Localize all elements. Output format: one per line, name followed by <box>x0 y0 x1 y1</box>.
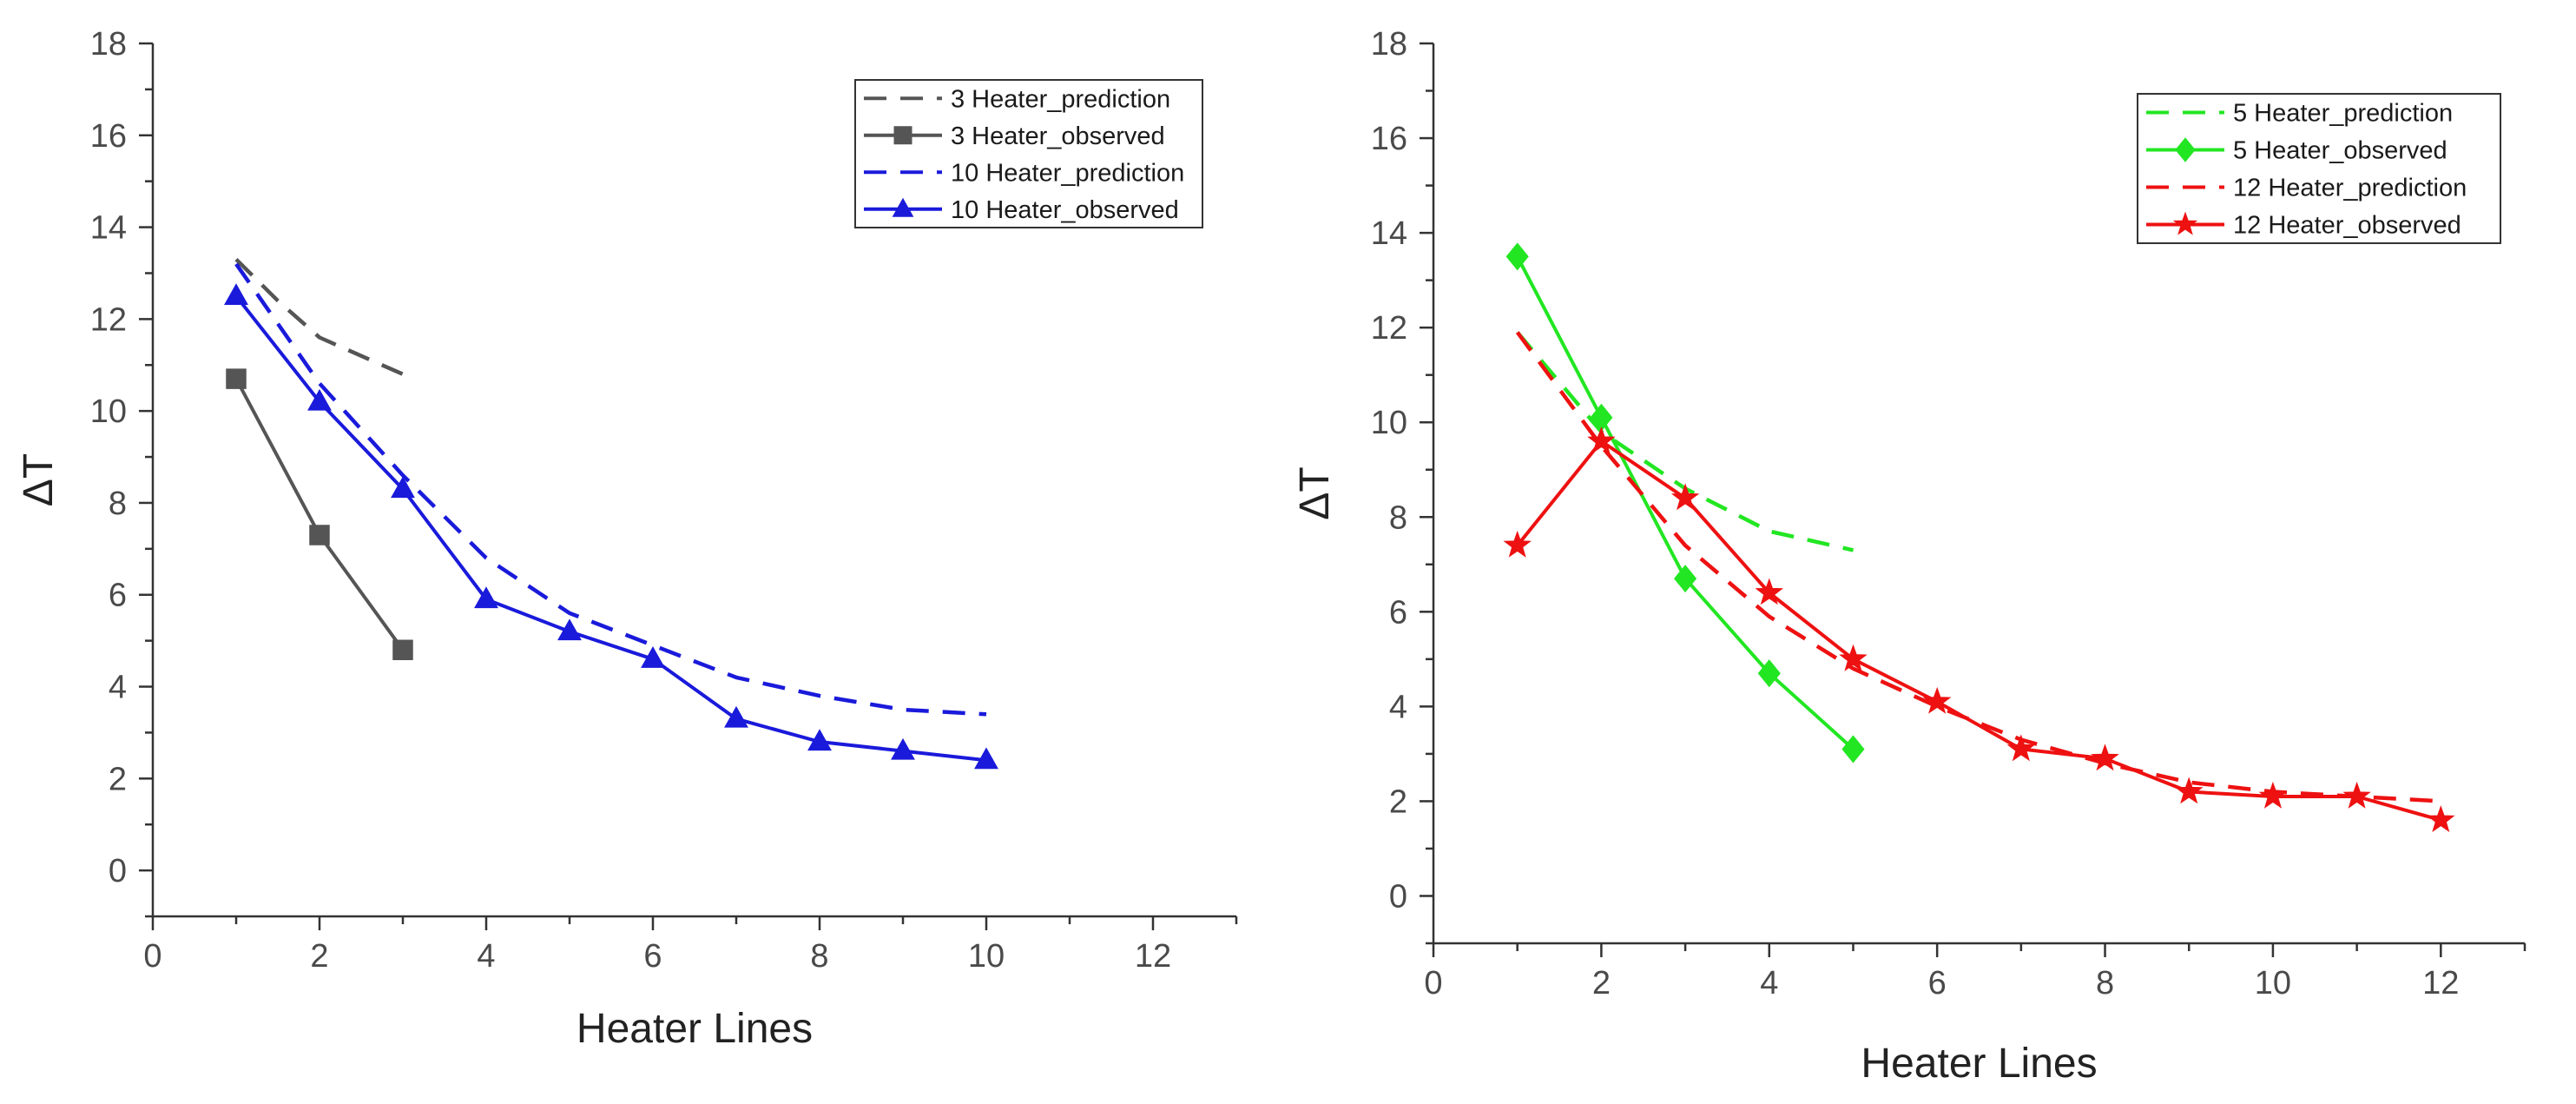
y-tick-label: 12 <box>1371 310 1407 347</box>
y-tick-label: 2 <box>1389 783 1407 820</box>
x-tick-label: 4 <box>477 938 495 975</box>
legend-label-10-heater-observed: 10 Heater_observed <box>951 196 1179 224</box>
y-tick-label: 2 <box>109 761 127 797</box>
y-tick-label: 18 <box>1371 26 1407 63</box>
x-tick-label: 4 <box>1760 965 1778 1002</box>
legend-box <box>854 79 1203 228</box>
right-chart-panel: 0 2 4 6 8 10 12 0 2 4 6 8 10 12 14 16 18 Heater Lines ΔT 5 … <box>1292 26 2527 1087</box>
data-point-3-heater-observed <box>309 525 330 545</box>
y-tick-label: 18 <box>90 26 127 63</box>
legend-label-5-heater-prediction: 5 Heater_prediction <box>2233 100 2453 128</box>
data-point-12-heater-observed <box>2091 744 2119 771</box>
data-point-10-heater-observed <box>307 388 332 411</box>
y-tick-label: 4 <box>1389 689 1407 725</box>
series-10-heater-prediction <box>234 262 987 717</box>
data-point-12-heater-observed <box>1670 483 1700 511</box>
x-tick-label: 12 <box>1135 938 1171 975</box>
series-3-heater-observed <box>226 368 413 660</box>
data-point-12-heater-observed <box>1587 426 1616 453</box>
series-10-heater-observed <box>224 283 998 770</box>
y-tick-label: 14 <box>90 210 127 247</box>
x-tick-label: 6 <box>643 938 662 975</box>
legend-marker-10-heater-observed <box>892 197 914 217</box>
series-5-heater-observed <box>1505 242 1865 764</box>
x-tick-label: 8 <box>810 938 828 975</box>
data-point-10-heater-observed <box>724 705 748 728</box>
data-point-10-heater-observed <box>891 737 915 760</box>
y-tick-label: 8 <box>109 486 127 522</box>
legend-label-3-heater-prediction: 3 Heater_prediction <box>951 85 1170 113</box>
series-12-heater-observed <box>1503 426 2455 832</box>
x-tick-label: 10 <box>2255 965 2291 1002</box>
data-point-5-heater-observed <box>1841 735 1865 764</box>
data-point-10-heater-observed <box>557 618 582 641</box>
y-tick-label: 10 <box>1371 405 1407 441</box>
y-tick-label: 12 <box>90 301 127 338</box>
y-axis-title: ΔT <box>16 453 62 506</box>
x-tick-label: 0 <box>1424 965 1442 1002</box>
data-point-12-heater-observed <box>2427 805 2455 832</box>
data-point-12-heater-observed <box>1755 578 1784 605</box>
x-tick-label: 2 <box>310 938 328 975</box>
y-tick-label: 10 <box>90 393 127 430</box>
series-line-3-heater-prediction <box>234 258 404 376</box>
data-point-10-heater-observed <box>474 586 498 609</box>
data-point-12-heater-observed <box>1922 686 1952 714</box>
data-point-12-heater-observed <box>2342 781 2371 809</box>
y-tick-label: 0 <box>109 853 127 889</box>
legend-marker-3-heater-observed <box>893 126 912 145</box>
y-axis-title: ΔT <box>1292 466 1338 519</box>
x-tick-label: 8 <box>2096 965 2114 1002</box>
data-point-3-heater-observed <box>226 368 247 389</box>
y-tick-label: 4 <box>109 670 127 706</box>
series-line-10-heater-observed <box>234 294 987 763</box>
data-point-5-heater-observed <box>1674 565 1697 593</box>
legend-marker-12-heater-observed <box>2172 211 2198 235</box>
legend-label-12-heater-observed: 12 Heater_observed <box>2233 212 2461 240</box>
series-line-10-heater-prediction <box>234 262 987 717</box>
legend-marker-5-heater-observed <box>2175 137 2196 162</box>
data-point-12-heater-observed <box>2258 781 2288 809</box>
data-point-10-heater-observed <box>807 729 832 751</box>
data-point-12-heater-observed <box>2006 734 2036 762</box>
y-tick-label: 14 <box>1371 215 1407 252</box>
legend: 5 Heater_prediction 5 Heater_observed 12 H… <box>2137 93 2501 244</box>
legend: 3 Heater_prediction 3 Heater_observed 10 H… <box>854 79 1203 228</box>
legend-box <box>2137 93 2501 244</box>
data-point-3-heater-observed <box>392 639 413 660</box>
data-point-10-heater-observed <box>641 646 665 668</box>
left-chart-panel: 0 2 4 6 8 10 12 0 2 4 6 8 10 12 14 16 18 Heater Lines ΔT 3 … <box>16 26 1238 1052</box>
data-point-10-heater-observed <box>974 747 998 770</box>
legend-label-12-heater-prediction: 12 Heater_prediction <box>2233 175 2467 202</box>
legend-label-3-heater-observed: 3 Heater_observed <box>951 122 1165 150</box>
data-point-10-heater-observed <box>224 283 248 306</box>
data-point-10-heater-observed <box>391 476 415 499</box>
x-tick-label: 6 <box>1928 965 1947 1002</box>
series-3-heater-prediction <box>234 258 404 376</box>
x-axis-title: Heater Lines <box>1861 1041 2097 1087</box>
legend-label-10-heater-prediction: 10 Heater_prediction <box>951 159 1184 187</box>
y-tick-label: 16 <box>90 118 127 155</box>
y-tick-label: 6 <box>1389 594 1407 631</box>
x-tick-label: 2 <box>1592 965 1611 1002</box>
y-tick-label: 16 <box>1371 121 1407 157</box>
data-point-12-heater-observed <box>1839 644 1868 671</box>
y-tick-label: 6 <box>109 578 127 614</box>
legend-label-5-heater-observed: 5 Heater_observed <box>2233 137 2448 165</box>
x-tick-label: 0 <box>143 938 161 975</box>
y-tick-label: 8 <box>1389 499 1407 536</box>
x-axis-title: Heater Lines <box>576 1006 813 1052</box>
x-tick-label: 10 <box>968 938 1005 975</box>
data-point-12-heater-observed <box>1503 530 1532 558</box>
data-point-12-heater-observed <box>2174 777 2204 804</box>
data-point-5-heater-observed <box>1757 659 1781 688</box>
y-tick-label: 0 <box>1389 878 1407 915</box>
x-tick-label: 12 <box>2422 965 2459 1002</box>
series-line-12-heater-observed <box>1516 440 2441 823</box>
data-point-5-heater-observed <box>1505 242 1529 271</box>
